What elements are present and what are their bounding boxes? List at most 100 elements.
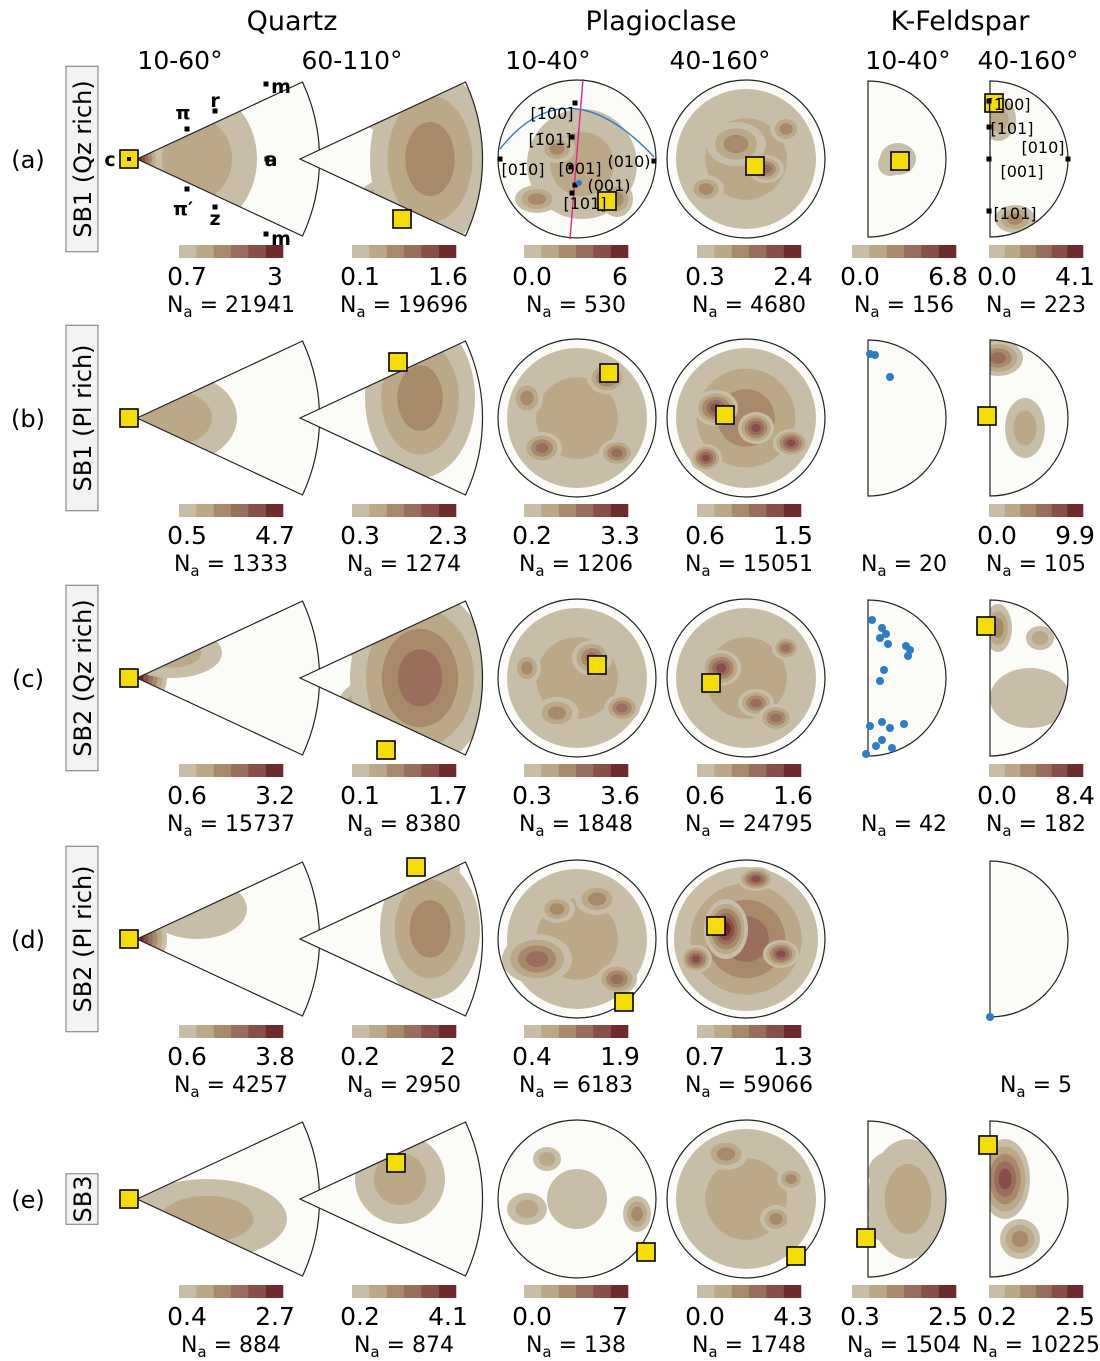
scale-block: 0.7 1.3Na = 59066 — [685, 1025, 813, 1101]
half-blob-1-contour-3 — [1011, 1230, 1029, 1248]
max-density-marker — [614, 992, 634, 1012]
colorbar-step — [1051, 1285, 1068, 1298]
colorbar-step — [1004, 764, 1021, 777]
colorbar-step — [593, 504, 611, 517]
na-count: Na = 24795 — [685, 812, 813, 840]
scatter-point-15 — [872, 742, 880, 750]
scale-block: 0.2 2.5Na = 10225 — [972, 1285, 1100, 1361]
colorbar-min-value: 0.3 — [840, 1302, 880, 1331]
circle-blob-2-contour-3 — [769, 1213, 783, 1225]
kfs-direction-label: [101] — [990, 119, 1033, 138]
colorbar-min-value: 0.0 — [977, 521, 1017, 550]
colorbar-max-value: 1.9 — [600, 1042, 640, 1071]
crystal-direction-tick — [263, 81, 269, 87]
scatter-point-9 — [880, 666, 888, 674]
scatter-point-8 — [904, 652, 912, 660]
row-1: (a) SB1 (Qz rich) c a m m r z π π′ [1̄00] [1̄01] [01… — [11, 65, 1095, 321]
scatter-point-14 — [900, 720, 908, 728]
sample-label-frame — [65, 845, 99, 1033]
quartz-direction-r: r — [210, 90, 220, 112]
colorbar-max-value: 6 — [612, 262, 628, 291]
na-subscript: a — [877, 562, 886, 580]
na-count: Na = 1206 — [519, 552, 633, 580]
na-symbol: N — [519, 552, 535, 577]
plagioclase-ipf-1 — [497, 859, 657, 1019]
crystal-direction-tick — [569, 134, 575, 140]
colorbar-step — [213, 245, 232, 258]
colorbar-step — [179, 245, 197, 258]
max-density-marker — [856, 1228, 876, 1248]
circle-blob-3-contour-4 — [616, 703, 628, 713]
colorbar-step — [386, 1025, 405, 1038]
colorbar-step — [265, 1285, 284, 1298]
colorbar-step — [265, 504, 284, 517]
scale-block: 0.4 2.7Na = 884 — [167, 1285, 295, 1361]
colorbar-step — [989, 764, 1005, 777]
circle-blob-2-contour-3 — [547, 706, 567, 720]
half-outline — [867, 80, 947, 238]
max-density-marker — [715, 405, 735, 425]
colorbar-step — [248, 245, 266, 258]
na-value: = 884 — [207, 1333, 281, 1358]
colorbar-step — [869, 245, 887, 258]
scale-block: 0.2 2Na = 2950 — [340, 1025, 461, 1101]
na-symbol: N — [347, 812, 363, 837]
kfeldspar-ipf-1 — [856, 1120, 947, 1278]
colorbar-max-value: 1.6 — [773, 781, 813, 810]
circle-blob-2-contour-3 — [587, 892, 607, 906]
colorbar-step — [886, 1285, 905, 1298]
na-count: Na = 138 — [526, 1333, 626, 1361]
circle-blob-2-contour-4 — [750, 698, 762, 708]
na-subscript: a — [542, 1343, 551, 1361]
na-count: Na = 1504 — [847, 1333, 961, 1361]
crystal-direction-tick — [568, 164, 574, 170]
half-blob-2-contour-1 — [990, 668, 1068, 728]
colorbar-max-value: 7 — [612, 1302, 628, 1331]
colorbar-min-value: 0.2 — [340, 1042, 380, 1071]
colorbar-step — [921, 1285, 939, 1298]
colorbar-step — [1067, 245, 1084, 258]
scatter-point-3 — [886, 373, 894, 381]
colorbar-step — [731, 1025, 750, 1038]
colorbar-step — [352, 245, 370, 258]
colorbar-step — [421, 504, 439, 517]
plagioclase-ipf-1: [1̄00] [1̄01] [01̄0] [001] (010) (001)[101] — [497, 78, 657, 240]
colorbar-max-value: 1.5 — [773, 521, 813, 550]
scale-block: 0.6 1.6Na = 24795 — [685, 764, 813, 840]
scale-block: 0.1 1.6Na = 19696 — [340, 245, 468, 321]
sample-label-box: SB3 — [65, 1173, 99, 1225]
colorbar-max-value: 3.2 — [255, 781, 295, 810]
row-letter: (b) — [11, 405, 45, 433]
na-count: Na = 4680 — [692, 293, 806, 321]
na-value: = 1274 — [373, 552, 461, 577]
quartz-ipf-1: c a m m r z π π′ — [104, 76, 321, 250]
crystal-direction-tick — [184, 186, 190, 192]
colorbar-step — [438, 245, 457, 258]
colorbar-step — [231, 245, 249, 258]
max-density-marker — [977, 406, 997, 426]
colorbar-step — [783, 1025, 802, 1038]
na-count: Na = 59066 — [685, 1073, 813, 1101]
wedge-outline — [298, 600, 484, 756]
colorbar-max-value: 2.4 — [773, 262, 813, 291]
colorbar-step — [213, 1285, 232, 1298]
na-count: Na = 19696 — [340, 293, 468, 321]
crystal-direction-tick — [1065, 156, 1071, 162]
scatter-point-11 — [878, 718, 886, 726]
sample-label-box: SB2 (Pl rich) — [65, 845, 99, 1033]
scale-block: 0.3 2.3Na = 1274 — [340, 504, 468, 580]
na-symbol: N — [526, 1333, 542, 1358]
plagioclase-ipf-2 — [666, 598, 826, 758]
colorbar-step — [904, 1285, 922, 1298]
na-symbol: N — [354, 1333, 370, 1358]
na-symbol: N — [167, 293, 183, 318]
colorbar-step — [404, 1285, 422, 1298]
circle-blob-3-contour-4 — [611, 448, 623, 458]
circle-blob-4-contour-3 — [549, 903, 565, 915]
colorbar-step — [697, 504, 715, 517]
na-count: Na = 182 — [986, 812, 1086, 840]
colorbar-step — [421, 245, 439, 258]
max-density-marker — [976, 616, 996, 636]
circle-outline — [497, 338, 657, 498]
